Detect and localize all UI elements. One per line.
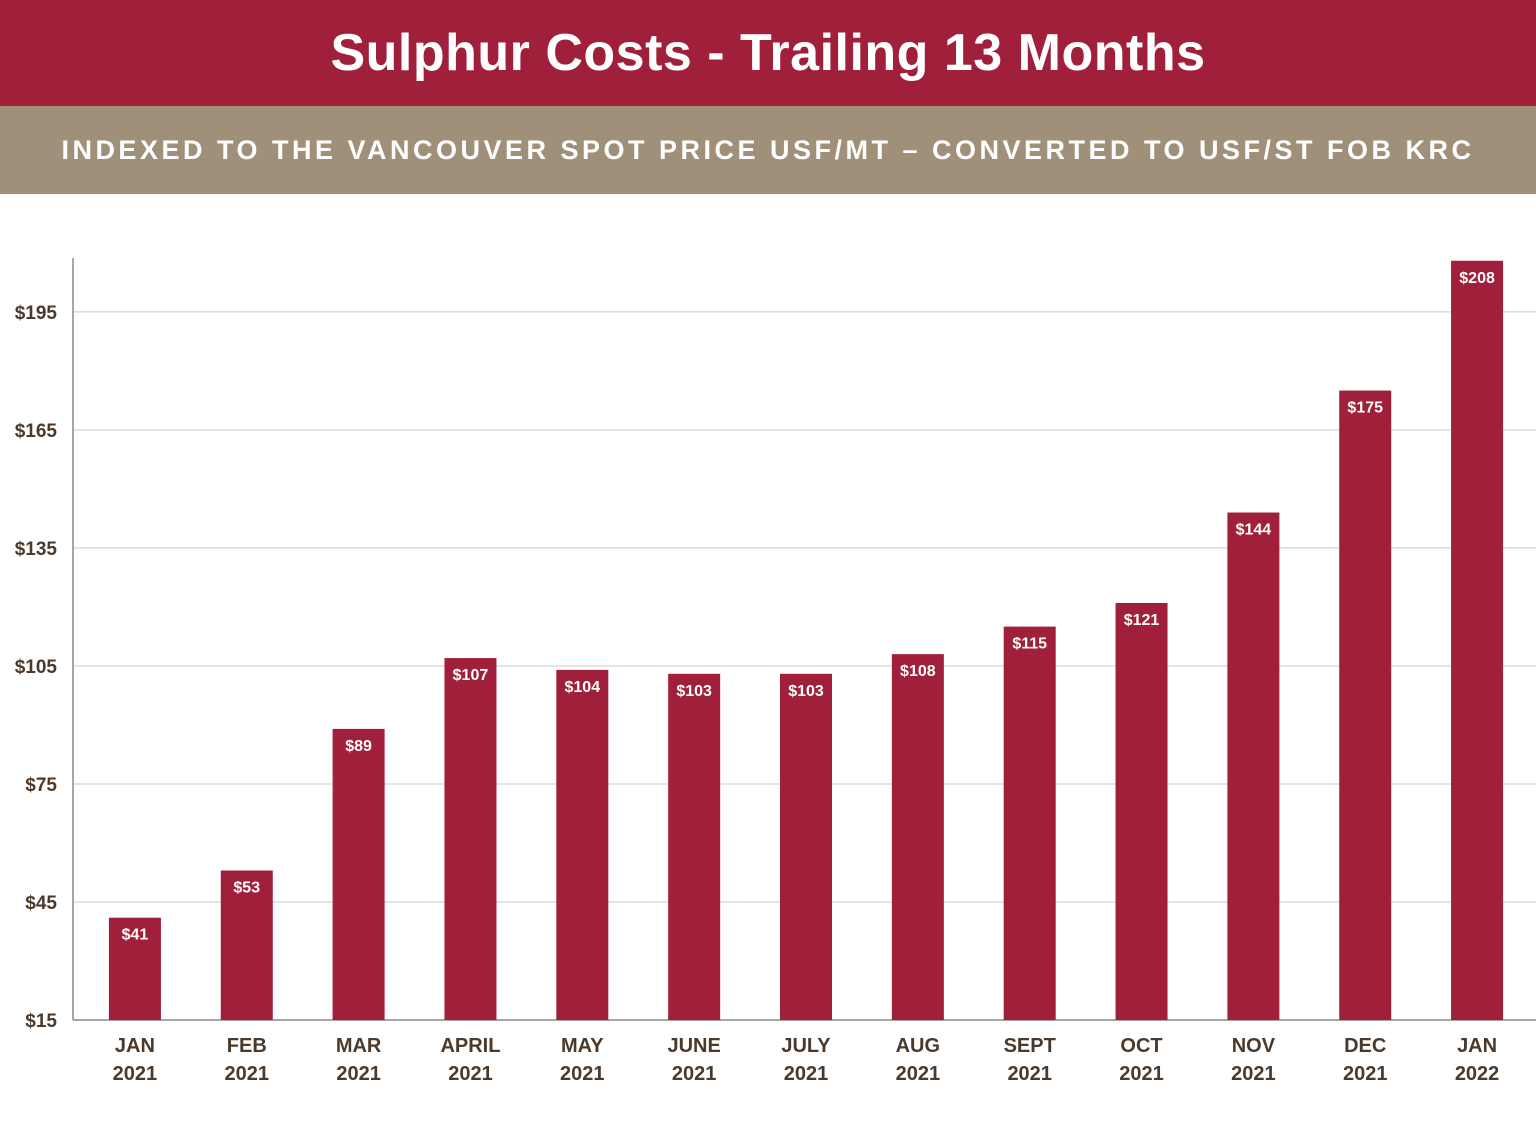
x-tick-label-month: AUG (896, 1035, 940, 1057)
x-tick-label-month: MAR (336, 1035, 382, 1057)
x-tick-label-year: 2021 (1231, 1063, 1276, 1085)
x-tick-label-month: JAN (115, 1035, 155, 1057)
data-label: $41 (122, 927, 149, 944)
bar (220, 870, 273, 1020)
chart-subtitle: INDEXED TO THE VANCOUVER SPOT PRICE USF/… (61, 134, 1475, 165)
data-label: $103 (676, 683, 712, 700)
bar (780, 673, 832, 1020)
x-tick-label-year: 2021 (113, 1063, 158, 1085)
data-label: $115 (1012, 636, 1047, 653)
x-tick-label-month: MAY (561, 1035, 604, 1057)
data-label: $53 (233, 880, 260, 897)
data-label: $107 (453, 667, 489, 684)
x-tick-label-month: OCT (1120, 1035, 1162, 1057)
bar (1003, 626, 1056, 1020)
y-tick-label: $75 (25, 775, 57, 796)
x-tick-label-year: 2021 (225, 1063, 270, 1085)
x-tick-label-year: 2022 (1455, 1063, 1500, 1085)
bar (891, 654, 944, 1020)
x-tick-label-month: JUNE (667, 1035, 720, 1057)
x-tick-label-year: 2021 (336, 1063, 381, 1085)
bar (108, 917, 161, 1020)
bar (1339, 390, 1392, 1020)
data-label: $175 (1347, 400, 1383, 417)
chart-title: Sulphur Costs - Trailing 13 Months (330, 24, 1206, 82)
bar (444, 658, 497, 1020)
x-tick-label-month: NOV (1232, 1035, 1276, 1057)
x-tick-label-month: APRIL (440, 1035, 500, 1057)
x-tick-label-year: 2021 (1007, 1063, 1052, 1085)
x-tick-label-year: 2021 (1343, 1063, 1388, 1085)
bar (1451, 260, 1504, 1020)
x-tick-label-year: 2021 (784, 1063, 829, 1085)
x-tick-label-month: JAN (1457, 1035, 1497, 1057)
x-tick-label-month: DEC (1344, 1035, 1386, 1057)
x-tick-label-year: 2021 (1119, 1063, 1164, 1085)
data-label: $108 (900, 663, 936, 680)
bar (668, 673, 721, 1020)
data-label: $208 (1459, 270, 1495, 287)
x-tick-label-year: 2021 (448, 1063, 493, 1085)
bar (1115, 603, 1168, 1020)
y-tick-label: $135 (15, 539, 58, 560)
title-bar: Sulphur Costs - Trailing 13 Months (0, 0, 1536, 106)
x-tick-label-month: FEB (227, 1035, 267, 1057)
y-tick-label: $165 (15, 421, 58, 442)
data-label: $104 (565, 679, 601, 696)
x-tick-label-year: 2021 (560, 1063, 605, 1085)
bar (332, 728, 385, 1020)
y-tick-label: $15 (25, 1011, 57, 1032)
data-label: $89 (345, 738, 372, 755)
bar (556, 669, 609, 1020)
y-tick-label: $45 (25, 893, 57, 914)
y-tick-label: $195 (15, 303, 58, 324)
x-tick-label-month: SEPT (1004, 1035, 1056, 1057)
data-label: $144 (1236, 522, 1272, 539)
x-tick-label-year: 2021 (672, 1063, 717, 1085)
subtitle-bar: INDEXED TO THE VANCOUVER SPOT PRICE USF/… (0, 106, 1536, 194)
data-label: $121 (1124, 612, 1160, 629)
x-tick-label-year: 2021 (896, 1063, 941, 1085)
y-tick-label: $105 (15, 657, 58, 678)
data-label: $103 (788, 683, 824, 700)
x-tick-label-month: JULY (781, 1035, 831, 1057)
bar (1227, 512, 1280, 1020)
